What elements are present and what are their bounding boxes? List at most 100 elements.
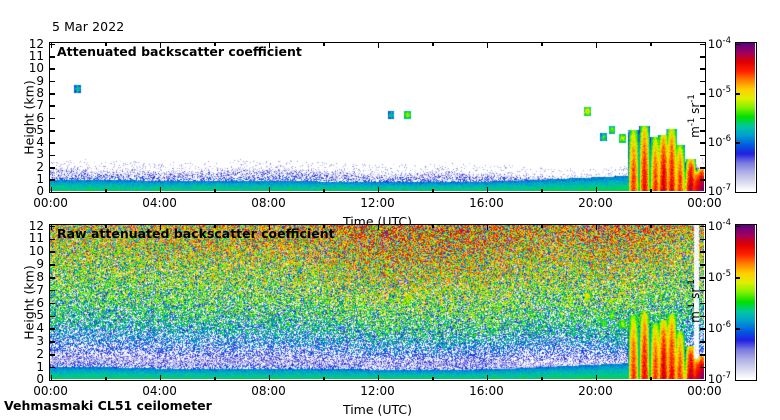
x-tick <box>595 187 598 192</box>
y-tick <box>700 56 705 58</box>
x-axis-title-bottom: Time (UTC) <box>342 402 413 417</box>
y-tick-label: 1 <box>36 359 44 374</box>
x-tick-label: 00:00 <box>33 196 68 210</box>
x-tick <box>377 43 380 48</box>
x-tick <box>268 375 271 380</box>
colorbar-tick-label: 10-6 <box>707 134 731 150</box>
y-tick <box>50 264 55 266</box>
colorbar-gradient-bottom <box>736 225 755 379</box>
colorbar-tick <box>736 191 740 194</box>
colorbar-tick-label: 10-4 <box>707 35 731 51</box>
y-tick <box>700 328 705 330</box>
x-tick <box>486 43 489 48</box>
y-tick-label: 7 <box>36 98 44 113</box>
x-tick-label: 16:00 <box>469 196 504 210</box>
x-tick-minor <box>323 43 325 46</box>
x-tick-minor <box>650 189 652 192</box>
y-tick-label: 8 <box>36 269 44 284</box>
x-tick-minor <box>323 189 325 192</box>
x-tick-minor <box>214 43 216 46</box>
y-tick <box>50 354 55 356</box>
x-tick <box>486 375 489 380</box>
y-tick <box>700 302 705 305</box>
y-tick <box>700 315 705 318</box>
x-tick <box>268 43 271 48</box>
y-tick <box>700 117 705 120</box>
x-tick-label: 00:00 <box>687 384 722 398</box>
x-tick-minor <box>432 225 434 228</box>
x-tick-minor <box>432 43 434 46</box>
x-tick-label: 12:00 <box>360 384 395 398</box>
y-tick-label: 10 <box>28 244 44 259</box>
x-tick-label: 12:00 <box>360 196 395 210</box>
y-tick <box>700 179 705 181</box>
x-tick-label: 00:00 <box>687 196 722 210</box>
x-tick-minor <box>541 377 543 380</box>
y-tick <box>700 354 705 356</box>
y-tick <box>50 328 55 330</box>
colorbar-tick-label: 10-7 <box>707 183 731 199</box>
x-tick-minor <box>323 377 325 380</box>
x-tick <box>595 225 598 230</box>
y-tick-label: 2 <box>36 159 44 174</box>
y-tick-label: 5 <box>36 122 44 137</box>
x-tick <box>377 375 380 380</box>
x-tick-label: 04:00 <box>142 196 177 210</box>
y-tick <box>700 379 705 380</box>
y-tick <box>50 154 55 157</box>
x-tick <box>377 225 380 230</box>
colorbar-tick-label: 10-6 <box>707 320 731 336</box>
y-tick <box>50 80 55 83</box>
x-tick-minor <box>323 225 325 228</box>
colorbar-top <box>735 42 757 194</box>
x-tick-minor <box>105 43 107 46</box>
colorbar-tick <box>736 328 740 330</box>
colorbar-tick-label: 10-5 <box>707 269 731 284</box>
y-tick-label: 11 <box>28 231 44 246</box>
y-tick <box>700 142 705 144</box>
y-tick <box>700 130 705 132</box>
x-tick-label: 20:00 <box>578 384 613 398</box>
y-tick-label: 10 <box>28 61 44 76</box>
y-tick-label: 5 <box>36 308 44 323</box>
y-tick <box>50 238 55 241</box>
y-tick <box>50 302 55 305</box>
x-tick-minor <box>650 43 652 46</box>
y-tick-label: 9 <box>36 73 44 88</box>
y-tick-label: 0 <box>36 372 44 387</box>
x-tick-minor <box>105 377 107 380</box>
y-tick-label: 7 <box>36 282 44 297</box>
x-tick <box>595 375 598 380</box>
y-tick <box>50 130 55 132</box>
x-tick <box>50 225 53 230</box>
y-tick-label: 3 <box>36 333 44 348</box>
x-tick <box>50 43 53 48</box>
y-tick <box>50 68 55 70</box>
y-tick <box>50 289 55 292</box>
y-tick <box>700 366 705 369</box>
y-tick <box>50 191 55 192</box>
colorbar-tick-label: 10-4 <box>707 217 731 233</box>
y-tick-label: 12 <box>28 36 44 51</box>
y-tick <box>700 105 705 107</box>
x-tick <box>50 375 53 380</box>
x-tick <box>159 375 162 380</box>
y-tick <box>50 315 55 318</box>
x-tick-minor <box>105 225 107 228</box>
y-tick <box>50 251 55 253</box>
y-tick <box>50 142 55 144</box>
x-tick-label: 00:00 <box>33 384 68 398</box>
instrument-footer: Vehmasmaki CL51 ceilometer <box>4 398 212 413</box>
colorbar-tick-label: 10-7 <box>707 371 731 387</box>
x-tick-label: 20:00 <box>578 196 613 210</box>
panel-title-top: Attenuated backscatter coefficient <box>57 44 302 59</box>
y-tick <box>700 341 705 343</box>
heatmap-canvas-bottom <box>50 225 704 379</box>
panel-title-bottom: Raw attenuated backscatter coefficient <box>57 226 335 241</box>
y-tick-label: 2 <box>36 346 44 361</box>
y-tick <box>700 167 705 169</box>
y-tick <box>50 366 55 369</box>
y-tick <box>700 264 705 266</box>
x-tick-minor <box>541 189 543 192</box>
